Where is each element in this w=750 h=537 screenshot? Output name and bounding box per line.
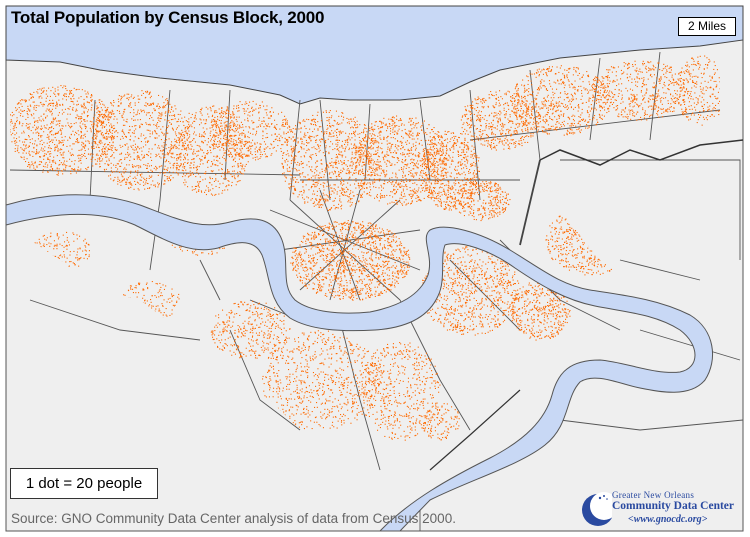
lake-pontchartrain [5, 5, 744, 105]
scale-bar: 2 Miles [678, 17, 736, 36]
parish-outline-south [429, 389, 521, 471]
gnocdc-logo: Greater New Orleans Community Data Cente… [580, 490, 740, 530]
mississippi-river [5, 194, 714, 532]
industrial-canal [519, 159, 541, 246]
logo-line-2: Community Data Center [612, 500, 735, 512]
logo-line-1: Greater New Orleans [612, 490, 695, 500]
crescent-logo-icon [582, 492, 612, 526]
parish-outline [539, 139, 744, 166]
population-dots [10, 55, 720, 441]
legend-box: 1 dot = 20 people [10, 468, 158, 499]
source-note: Source: GNO Community Data Center analys… [11, 511, 456, 526]
logo-url: <www.gnocdc.org> [628, 514, 708, 525]
map-title: Total Population by Census Block, 2000 [11, 8, 325, 27]
